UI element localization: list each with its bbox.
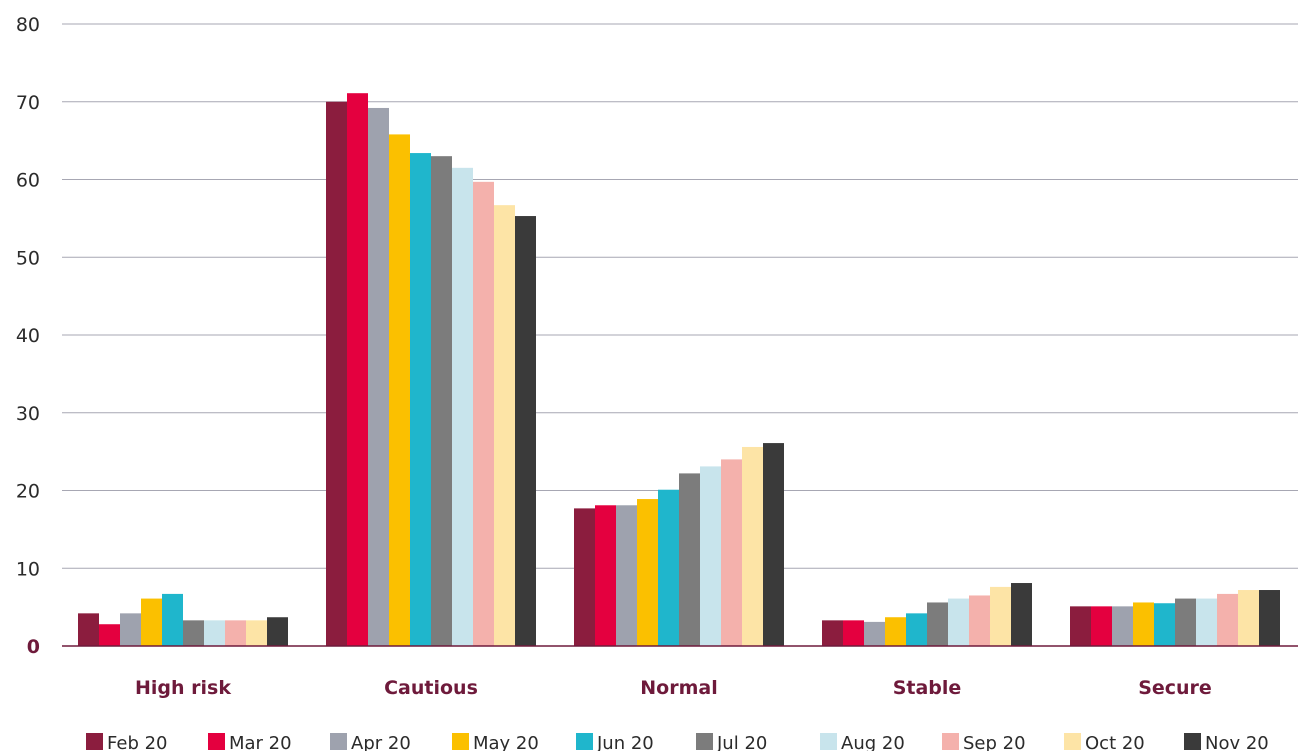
bar <box>225 620 246 646</box>
y-tick-label: 30 <box>16 403 40 425</box>
bar <box>843 620 864 646</box>
bar <box>637 499 658 646</box>
x-axis-categories: High risk Cautious Normal Stable Secure <box>135 677 1212 699</box>
gridlines <box>62 23 1298 569</box>
bar <box>927 602 948 646</box>
bars <box>78 93 1280 647</box>
x-category-label: Stable <box>893 677 962 699</box>
legend-swatch <box>330 733 347 750</box>
bar <box>885 617 906 646</box>
x-category-label: Cautious <box>384 677 478 699</box>
bar <box>595 505 616 646</box>
bar <box>679 473 700 646</box>
bar <box>204 620 225 646</box>
bar <box>1091 606 1112 646</box>
y-axis-ticks: 0 10 20 30 40 50 60 70 80 <box>16 14 40 658</box>
legend-swatch <box>820 733 837 750</box>
legend-swatch <box>696 733 713 750</box>
bar <box>742 446 763 646</box>
bar <box>431 156 452 647</box>
legend-swatch <box>208 733 225 750</box>
legend-label: Aug 20 <box>841 733 905 751</box>
y-tick-label: 60 <box>16 170 40 192</box>
x-category-label: Secure <box>1138 677 1212 699</box>
legend-swatch <box>942 733 959 750</box>
bar <box>1112 606 1133 646</box>
bar <box>347 93 368 646</box>
legend-swatch <box>86 733 103 750</box>
bar <box>162 593 183 646</box>
bar <box>763 443 784 646</box>
legend-label: Sep 20 <box>963 733 1026 751</box>
legend-label: Apr 20 <box>351 733 411 751</box>
legend-swatch <box>1184 733 1201 750</box>
bar <box>864 621 885 646</box>
bar <box>515 216 536 647</box>
bar <box>906 613 927 646</box>
bar <box>822 620 843 646</box>
bar <box>410 153 431 646</box>
legend-swatch <box>1064 733 1081 750</box>
bar <box>1133 602 1154 646</box>
bar <box>1196 598 1217 646</box>
bar <box>494 205 515 646</box>
bar <box>326 101 347 646</box>
bar <box>452 167 473 646</box>
legend-label: Feb 20 <box>107 733 168 751</box>
bar <box>990 586 1011 646</box>
legend-label: Mar 20 <box>229 733 292 751</box>
bar <box>473 181 494 646</box>
y-tick-label: 70 <box>16 92 40 114</box>
bar <box>1259 590 1280 646</box>
bar <box>658 489 679 646</box>
y-tick-label: 50 <box>16 247 40 269</box>
bar <box>183 620 204 646</box>
legend-swatch <box>452 733 469 750</box>
bar <box>574 508 595 646</box>
legend-label: May 20 <box>473 733 539 751</box>
x-category-label: High risk <box>135 677 231 699</box>
bar <box>1154 603 1175 646</box>
legend-swatch <box>576 733 593 750</box>
bar <box>78 613 99 646</box>
legend-label: Jun 20 <box>596 733 654 751</box>
x-category-label: Normal <box>640 677 717 699</box>
bar <box>120 613 141 646</box>
y-tick-label: 40 <box>16 325 40 347</box>
legend-label: Jul 20 <box>716 733 767 751</box>
legend-label: Oct 20 <box>1085 733 1145 751</box>
bar <box>99 624 120 646</box>
bar <box>721 459 742 646</box>
bar <box>1238 590 1259 646</box>
y-tick-label: 80 <box>16 14 40 36</box>
bar <box>1175 598 1196 646</box>
bar <box>141 598 162 646</box>
bar <box>1070 606 1091 646</box>
bar <box>1217 593 1238 646</box>
bar <box>948 598 969 646</box>
legend-label: Nov 20 <box>1205 733 1269 751</box>
y-tick-label: 20 <box>16 481 40 503</box>
bar <box>267 617 288 646</box>
bar <box>368 107 389 647</box>
y-tick-label: 10 <box>16 558 40 580</box>
legend: Feb 20 Mar 20 Apr 20 May 20 Jun 20 Jul 20 Aug … <box>86 733 1269 754</box>
bar <box>1011 583 1032 646</box>
bar <box>969 595 990 646</box>
bar <box>700 466 721 646</box>
bar <box>616 505 637 646</box>
bar <box>246 620 267 646</box>
bar <box>389 134 410 646</box>
y-tick-label: 0 <box>27 636 40 658</box>
